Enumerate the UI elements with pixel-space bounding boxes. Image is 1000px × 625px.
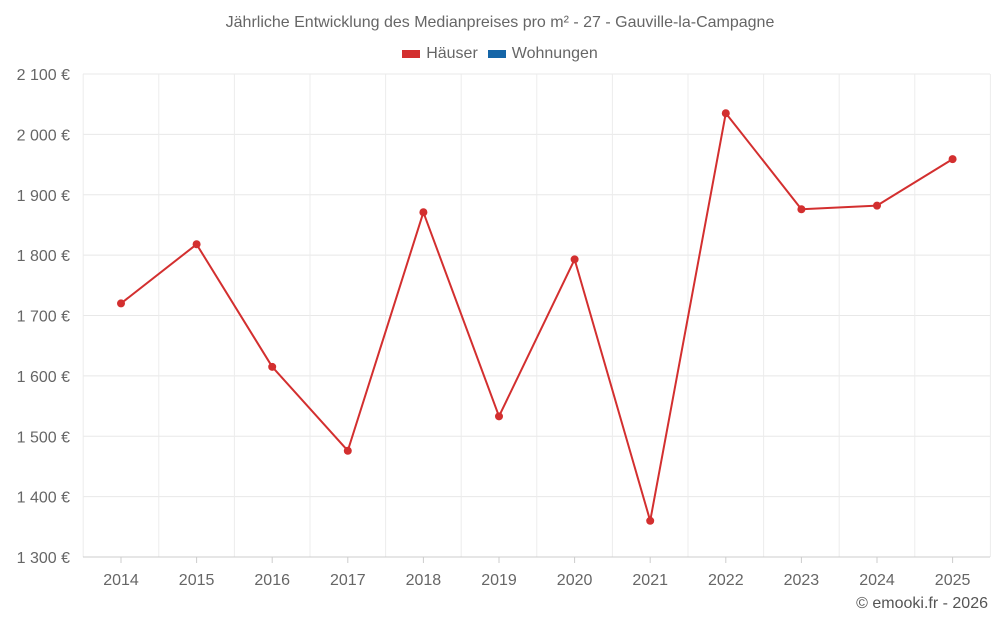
y-tick-label: 1 300 € <box>17 550 70 567</box>
y-tick-label: 2 000 € <box>17 127 70 144</box>
x-tick-label: 2025 <box>935 572 971 589</box>
legend-label-apartments: Wohnungen <box>511 45 598 62</box>
x-tick-label: 2021 <box>632 572 668 589</box>
data-point[interactable] <box>192 240 201 249</box>
data-point[interactable] <box>117 299 125 308</box>
chart-title: Jährliche Entwicklung des Medianpreises … <box>225 14 775 31</box>
x-tick-label: 2020 <box>557 572 593 589</box>
y-tick-label: 1 400 € <box>17 490 70 507</box>
data-point[interactable] <box>873 201 881 210</box>
y-tick-label: 2 100 € <box>17 67 70 84</box>
x-tick-label: 2024 <box>859 572 895 589</box>
y-tick-label: 1 900 € <box>17 188 70 205</box>
series-line-häuser <box>120 112 954 522</box>
x-tick-label: 2016 <box>254 572 290 589</box>
legend-swatch-apartments <box>487 50 506 58</box>
credit: © emooki.fr - 2026 <box>856 595 988 612</box>
data-point[interactable] <box>419 208 428 217</box>
x-tick-label: 2018 <box>406 572 442 589</box>
y-tick-label: 1 700 € <box>17 309 70 326</box>
legend: Häuser Wohnungen <box>0 45 1000 63</box>
data-point[interactable] <box>570 255 579 264</box>
data-point[interactable] <box>495 412 503 421</box>
x-tick-label: 2023 <box>784 572 820 589</box>
data-point[interactable] <box>948 155 957 164</box>
data-point[interactable] <box>797 205 806 214</box>
x-tick-label: 2014 <box>103 572 139 589</box>
legend-item-houses[interactable]: Häuser <box>402 45 478 63</box>
x-tick-label: 2022 <box>708 572 744 589</box>
data-point[interactable] <box>646 516 655 525</box>
x-tick-label: 2015 <box>179 572 215 589</box>
x-tick-label: 2019 <box>481 572 517 589</box>
y-tick-label: 1 800 € <box>17 248 70 265</box>
legend-swatch-houses <box>402 50 421 58</box>
data-point[interactable] <box>343 446 352 455</box>
data-point[interactable] <box>721 109 730 118</box>
legend-label-houses: Häuser <box>426 45 478 62</box>
x-tick-label: 2017 <box>330 572 366 589</box>
y-tick-label: 1 600 € <box>17 369 70 386</box>
y-tick-label: 1 500 € <box>17 429 70 446</box>
data-point[interactable] <box>268 362 277 371</box>
legend-item-apartments[interactable]: Wohnungen <box>487 45 598 63</box>
